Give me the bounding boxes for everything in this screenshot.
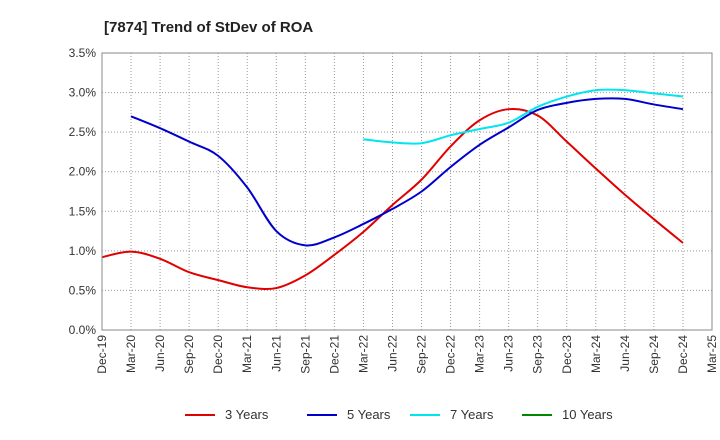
x-tick-label: Jun-20 [153,335,167,372]
legend-label-10-years: 10 Years [562,407,613,422]
x-axis: Dec-19 Mar-20 Jun-20 Sep-20 Dec-20 Mar-21 Jun-… [95,335,719,374]
x-tick-label: Mar-24 [589,335,603,373]
x-tick-label: Jun-24 [618,335,632,372]
x-tick-label: Sep-20 [182,335,196,374]
x-tick-label: Sep-23 [531,335,545,374]
x-tick-label: Dec-22 [444,335,458,374]
x-tick-label: Dec-20 [211,335,225,374]
x-tick-label: Sep-22 [415,335,429,374]
y-tick-label: 2.0% [69,165,97,179]
x-tick-label: Mar-20 [124,335,138,373]
x-tick-label: Dec-24 [676,335,690,374]
series-line-3-years [101,108,684,291]
y-axis: 0.0% 0.5% 1.0% 1.5% 2.0% 2.5% 3.0% 3.5% [69,46,97,337]
y-tick-label: 2.5% [69,125,97,139]
x-tick-label: Mar-23 [473,335,487,373]
y-tick-label: 0.5% [69,283,97,297]
y-tick-label: 1.5% [69,204,97,218]
grid [102,53,712,330]
x-tick-label: Dec-23 [560,335,574,374]
y-tick-label: 3.5% [69,46,97,60]
series-line-5-years [130,97,684,247]
x-tick-label: Sep-21 [298,335,312,374]
legend: 3 Years 5 Years 7 Years 10 Years [185,407,613,422]
legend-label-7-years: 7 Years [450,407,494,422]
series-layer [101,88,684,291]
y-tick-label: 3.0% [69,86,97,100]
plot-area [101,52,713,331]
legend-label-5-years: 5 Years [347,407,391,422]
y-tick-label: 1.0% [69,244,97,258]
chart-title: [7874] Trend of StDev of ROA [104,19,313,36]
x-tick-label: Jun-22 [385,335,399,372]
x-tick-label: Mar-21 [240,335,254,373]
legend-label-3-years: 3 Years [225,407,269,422]
x-tick-label: Dec-19 [95,335,109,374]
x-tick-label: Mar-25 [705,335,719,373]
x-tick-label: Dec-21 [327,335,341,374]
x-tick-label: Jun-21 [269,335,283,372]
x-tick-label: Jun-23 [502,335,516,372]
series-line-7-years [363,88,684,145]
x-tick-label: Sep-24 [647,335,661,374]
x-tick-label: Mar-22 [356,335,370,373]
y-tick-label: 0.0% [69,323,97,337]
